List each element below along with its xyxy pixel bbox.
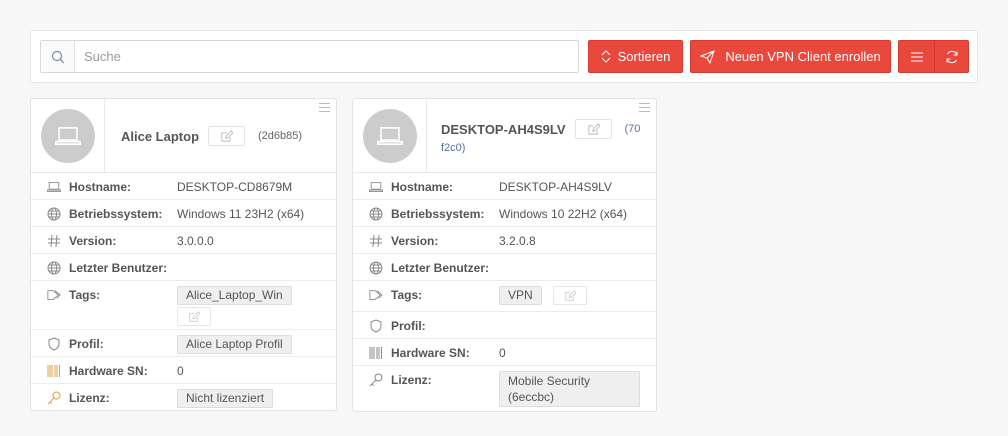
tag-chip[interactable]: Alice_Laptop_Win: [177, 286, 292, 305]
license-chip[interactable]: Mobile Security (6eccbc): [499, 371, 640, 407]
os-value: Windows 11 23H2 (x64): [177, 207, 305, 221]
barcode-icon: [369, 346, 383, 360]
edit-icon: [220, 130, 233, 143]
enroll-vpn-client-button[interactable]: Neuen VPN Client enrollen: [690, 40, 891, 73]
version-label: Version:: [69, 234, 117, 248]
hash-icon: [369, 234, 383, 248]
edit-name-button[interactable]: [574, 119, 612, 139]
edit-icon: [564, 290, 576, 302]
hw-sn-label: Hardware SN:: [69, 364, 148, 378]
hostname-label: Hostname:: [69, 180, 132, 194]
globe-icon: [47, 207, 61, 221]
license-chip[interactable]: Nicht lizenziert: [177, 389, 274, 408]
device-name: Alice Laptop: [121, 128, 200, 144]
card-menu-icon[interactable]: [319, 103, 330, 115]
card-menu-icon[interactable]: [639, 103, 650, 115]
search-icon[interactable]: [41, 41, 75, 72]
globe-icon: [369, 261, 383, 275]
device-id: (70: [624, 123, 641, 135]
edit-name-button[interactable]: [208, 126, 246, 146]
license-id: (6eccbc): [508, 390, 555, 404]
laptop-icon: [369, 180, 383, 194]
shield-icon: [47, 337, 61, 351]
version-label: Version:: [391, 234, 439, 248]
profile-label: Profil:: [69, 337, 104, 351]
sort-button[interactable]: Sortieren: [588, 40, 683, 73]
version-value: 3.0.0.0: [177, 234, 214, 248]
search-input[interactable]: [75, 41, 578, 72]
key-icon: [47, 391, 61, 405]
edit-icon: [587, 123, 600, 136]
laptop-icon: [47, 180, 61, 194]
hash-icon: [47, 234, 61, 248]
toolbar: Sortieren Neuen VPN Client enrollen: [30, 30, 978, 83]
tags-label: Tags:: [69, 288, 101, 302]
license-label: Lizenz:: [69, 391, 110, 405]
last-user-value: [499, 260, 656, 261]
license-name: Mobile Security: [508, 374, 591, 388]
laptop-icon: [377, 126, 403, 146]
hostname-label: Hostname:: [391, 180, 454, 194]
os-value: Windows 10 22H2 (x64): [499, 207, 628, 221]
enroll-label: Neuen VPN Client enrollen: [725, 49, 881, 64]
hw-sn-value: 0: [177, 364, 184, 378]
globe-icon: [369, 207, 383, 221]
edit-tags-button[interactable]: [553, 286, 588, 306]
device-id: (2d6b85): [258, 130, 303, 142]
send-icon: [700, 49, 716, 64]
device-card: Alice Laptop (2d6b85) Hostname: DESKTOP-C…: [30, 98, 337, 411]
hw-sn-label: Hardware SN:: [391, 346, 470, 360]
shield-icon: [369, 319, 383, 333]
device-id-cont: f2c0): [441, 142, 466, 154]
license-label: Lizenz:: [391, 373, 432, 387]
menu-icon: [910, 52, 923, 61]
laptop-icon: [55, 126, 81, 146]
refresh-button[interactable]: [934, 40, 969, 73]
os-label: Betriebssystem:: [391, 207, 485, 221]
last-user-label: Letzter Benutzer:: [391, 261, 490, 275]
key-icon: [369, 373, 383, 387]
device-name: DESKTOP-AH4S9LV: [441, 121, 566, 137]
version-value: 3.2.0.8: [499, 234, 536, 248]
hostname-value: DESKTOP-CD8679M: [177, 180, 293, 194]
hw-sn-value: 0: [499, 346, 506, 360]
tag-icon: [369, 288, 383, 302]
last-user-label: Letzter Benutzer:: [69, 261, 168, 275]
list-view-button[interactable]: [898, 40, 935, 73]
profile-label: Profil:: [391, 319, 426, 333]
tags-label: Tags:: [391, 288, 423, 302]
tag-icon: [47, 288, 61, 302]
globe-icon: [47, 261, 61, 275]
device-avatar: [41, 109, 95, 163]
barcode-icon: [47, 364, 61, 378]
profile-chip[interactable]: Alice Laptop Profil: [177, 335, 292, 354]
device-avatar: [363, 109, 417, 163]
os-label: Betriebssystem:: [69, 207, 163, 221]
sort-label: Sortieren: [617, 49, 671, 64]
search-box: [40, 40, 579, 73]
device-card: DESKTOP-AH4S9LV (70 f2c0) Hostname: DESKT…: [352, 98, 657, 412]
sort-icon: [601, 50, 610, 63]
last-user-value: [177, 260, 336, 261]
hostname-value: DESKTOP-AH4S9LV: [499, 180, 612, 194]
edit-icon: [188, 311, 200, 323]
profile-value: [499, 318, 656, 319]
edit-tags-button[interactable]: [177, 307, 211, 326]
refresh-icon: [946, 50, 957, 63]
tag-chip[interactable]: VPN: [499, 286, 542, 305]
